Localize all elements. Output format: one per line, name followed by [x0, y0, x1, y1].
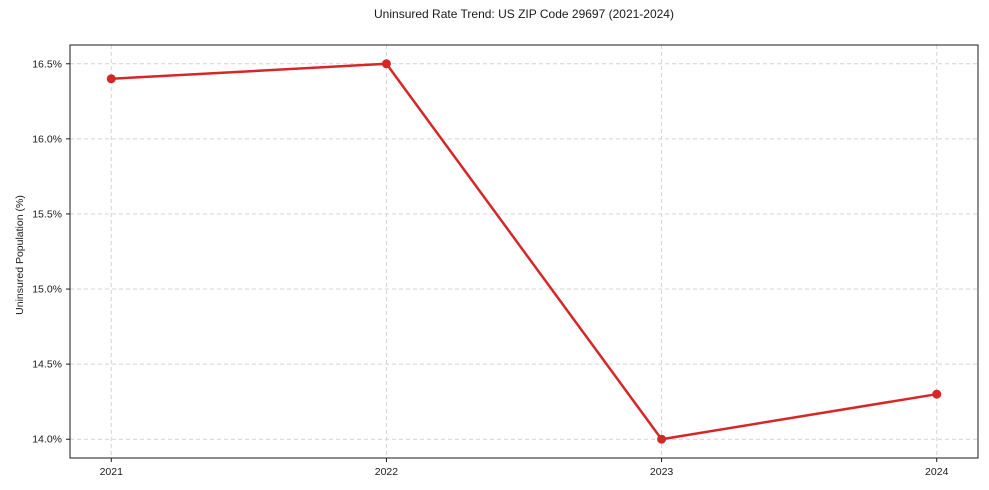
data-point-marker	[381, 59, 391, 69]
chart-title: Uninsured Rate Trend: US ZIP Code 29697 …	[374, 7, 674, 21]
axis-ticks	[66, 63, 938, 462]
plot-border	[69, 44, 979, 459]
y-tick-label: 16.0%	[32, 133, 62, 145]
tick-labels: 2021 2022 2023 2024 14.0% 14.5% 15.0% 15.5% 16.0…	[32, 58, 948, 478]
data-point-marker	[932, 389, 942, 399]
data-point-marker	[657, 434, 667, 444]
x-tick-label: 2022	[375, 466, 399, 478]
y-tick-label: 15.5%	[32, 208, 62, 220]
gridlines	[70, 45, 978, 458]
y-tick-label: 15.0%	[32, 284, 62, 296]
x-tick-label: 2024	[925, 466, 949, 478]
y-tick-label: 14.5%	[32, 359, 62, 371]
data-point-marker	[106, 74, 116, 84]
data-series	[106, 59, 942, 444]
y-tick-label: 16.5%	[32, 58, 62, 70]
y-tick-label: 14.0%	[32, 434, 62, 446]
trend-line	[110, 62, 938, 441]
x-tick-label: 2023	[650, 466, 674, 478]
x-tick-label: 2021	[100, 466, 124, 478]
